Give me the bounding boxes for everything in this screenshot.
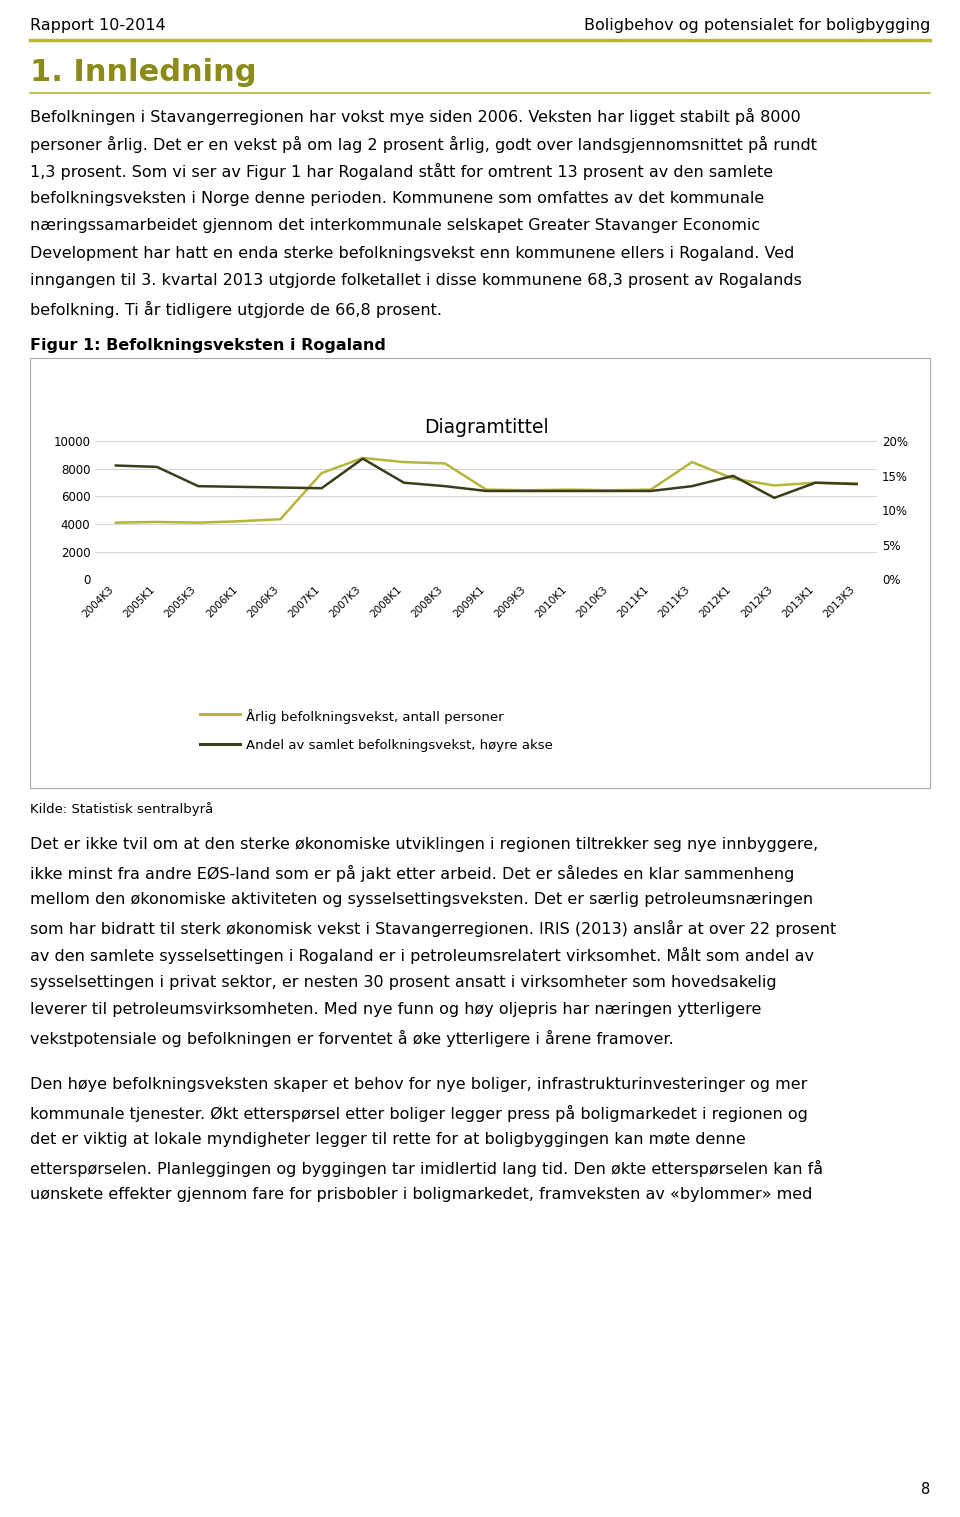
Text: Rapport 10-2014: Rapport 10-2014 bbox=[30, 18, 166, 33]
Text: Andel av samlet befolkningsvekst, høyre akse: Andel av samlet befolkningsvekst, høyre … bbox=[246, 739, 553, 752]
Text: Den høye befolkningsveksten skaper et behov for nye boliger, infrastrukturinvest: Den høye befolkningsveksten skaper et be… bbox=[30, 1077, 807, 1092]
Bar bbox=[30, 358, 930, 787]
Text: befolkningsveksten i Norge denne perioden. Kommunene som omfattes av det kommuna: befolkningsveksten i Norge denne periode… bbox=[30, 191, 764, 205]
Text: det er viktig at lokale myndigheter legger til rette for at boligbyggingen kan m: det er viktig at lokale myndigheter legg… bbox=[30, 1132, 746, 1147]
Text: etterspørselen. Planleggingen og byggingen tar imidlertid lang tid. Den økte ett: etterspørselen. Planleggingen og bygging… bbox=[30, 1159, 823, 1177]
Text: Årlig befolkningsvekst, antall personer: Årlig befolkningsvekst, antall personer bbox=[246, 708, 504, 724]
Text: mellom den økonomiske aktiviteten og sysselsettingsveksten. Det er særlig petrol: mellom den økonomiske aktiviteten og sys… bbox=[30, 892, 813, 907]
Text: inngangen til 3. kvartal 2013 utgjorde folketallet i disse kommunene 68,3 prosen: inngangen til 3. kvartal 2013 utgjorde f… bbox=[30, 273, 802, 288]
Text: som har bidratt til sterk økonomisk vekst i Stavangerregionen. IRIS (2013) anslå: som har bidratt til sterk økonomisk veks… bbox=[30, 919, 836, 936]
Text: befolkning. Ti år tidligere utgjorde de 66,8 prosent.: befolkning. Ti år tidligere utgjorde de … bbox=[30, 300, 442, 317]
Text: Boligbehov og potensialet for boligbygging: Boligbehov og potensialet for boligbyggi… bbox=[584, 18, 930, 33]
Text: Figur 1: Befolkningsveksten i Rogaland: Figur 1: Befolkningsveksten i Rogaland bbox=[30, 338, 386, 353]
Text: av den samlete sysselsettingen i Rogaland er i petroleumsrelatert virksomhet. Må: av den samlete sysselsettingen i Rogalan… bbox=[30, 947, 814, 963]
Text: kommunale tjenester. Økt etterspørsel etter boliger legger press på boligmarkede: kommunale tjenester. Økt etterspørsel et… bbox=[30, 1104, 808, 1121]
Text: uønskete effekter gjennom fare for prisbobler i boligmarkedet, framveksten av «b: uønskete effekter gjennom fare for prisb… bbox=[30, 1186, 812, 1201]
Text: Befolkningen i Stavangerregionen har vokst mye siden 2006. Veksten har ligget st: Befolkningen i Stavangerregionen har vok… bbox=[30, 108, 801, 124]
Text: ikke minst fra andre EØS-land som er på jakt etter arbeid. Det er således en kla: ikke minst fra andre EØS-land som er på … bbox=[30, 865, 794, 881]
Text: Kilde: Statistisk sentralbyrå: Kilde: Statistisk sentralbyrå bbox=[30, 802, 213, 816]
Text: personer årlig. Det er en vekst på om lag 2 prosent årlig, godt over landsgjenno: personer årlig. Det er en vekst på om la… bbox=[30, 135, 817, 153]
Text: næringssamarbeidet gjennom det interkommunale selskapet Greater Stavanger Econom: næringssamarbeidet gjennom det interkomm… bbox=[30, 218, 760, 234]
Text: 1. Innledning: 1. Innledning bbox=[30, 58, 256, 86]
Text: vekstpotensiale og befolkningen er forventet å øke ytterligere i årene framover.: vekstpotensiale og befolkningen er forve… bbox=[30, 1030, 674, 1047]
Text: Development har hatt en enda sterke befolkningsvekst enn kommunene ellers i Roga: Development har hatt en enda sterke befo… bbox=[30, 246, 794, 261]
Text: 8: 8 bbox=[921, 1482, 930, 1497]
Text: sysselsettingen i privat sektor, er nesten 30 prosent ansatt i virksomheter som : sysselsettingen i privat sektor, er nest… bbox=[30, 974, 777, 989]
Title: Diagramtittel: Diagramtittel bbox=[424, 419, 548, 437]
Text: leverer til petroleumsvirksomheten. Med nye funn og høy oljepris har næringen yt: leverer til petroleumsvirksomheten. Med … bbox=[30, 1003, 761, 1016]
Text: Det er ikke tvil om at den sterke økonomiske utviklingen i regionen tiltrekker s: Det er ikke tvil om at den sterke økonom… bbox=[30, 837, 818, 853]
Text: 1,3 prosent. Som vi ser av Figur 1 har Rogaland stått for omtrent 13 prosent av : 1,3 prosent. Som vi ser av Figur 1 har R… bbox=[30, 162, 773, 181]
